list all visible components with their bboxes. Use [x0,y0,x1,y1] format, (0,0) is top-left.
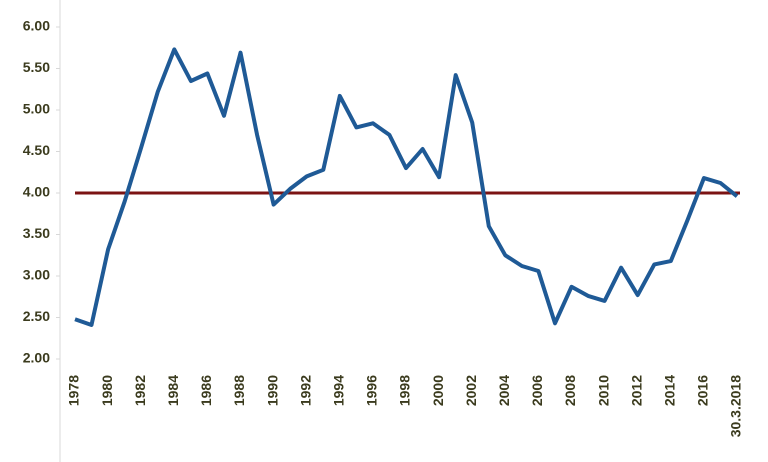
x-tick-label: 1984 [165,375,181,406]
y-tick-label: 3.50 [23,225,50,241]
x-tick-label: 2008 [562,375,578,406]
x-tick-label: 2000 [430,375,446,406]
x-tick-label: 1990 [264,375,280,406]
x-tick-label: 2006 [529,375,545,406]
x-tick-label: 1986 [198,375,214,406]
x-tick-label: 30.3.2018 [728,375,744,437]
x-tick-label: 2014 [662,375,678,406]
data-line [74,47,739,327]
x-tick-label: 2004 [496,375,512,406]
y-tick-label: 4.50 [23,142,50,158]
y-tick-label: 6.00 [23,18,50,34]
x-tick-label: 2010 [595,375,611,406]
x-tick-label: 1996 [364,375,380,406]
y-tick-label: 3.00 [23,267,50,283]
x-tick-label: 1998 [397,375,413,406]
x-tick-label: 2016 [695,375,711,406]
y-tick-label: 4.00 [23,184,50,200]
x-tick-label: 1982 [132,375,148,406]
y-tick-label: 2.00 [23,350,50,366]
y-tick-label: 5.00 [23,101,50,117]
y-tick-label: 5.50 [23,59,50,75]
x-tick-label: 1980 [99,375,115,406]
x-tick-label: 1988 [231,375,247,406]
x-tick-label: 1978 [66,375,82,406]
x-tick-label: 2002 [463,375,479,406]
x-tick-label: 1994 [331,375,347,406]
x-tick-label: 1992 [297,375,313,406]
y-tick-label: 2.50 [23,308,50,324]
x-tick-label: 2012 [628,375,644,406]
